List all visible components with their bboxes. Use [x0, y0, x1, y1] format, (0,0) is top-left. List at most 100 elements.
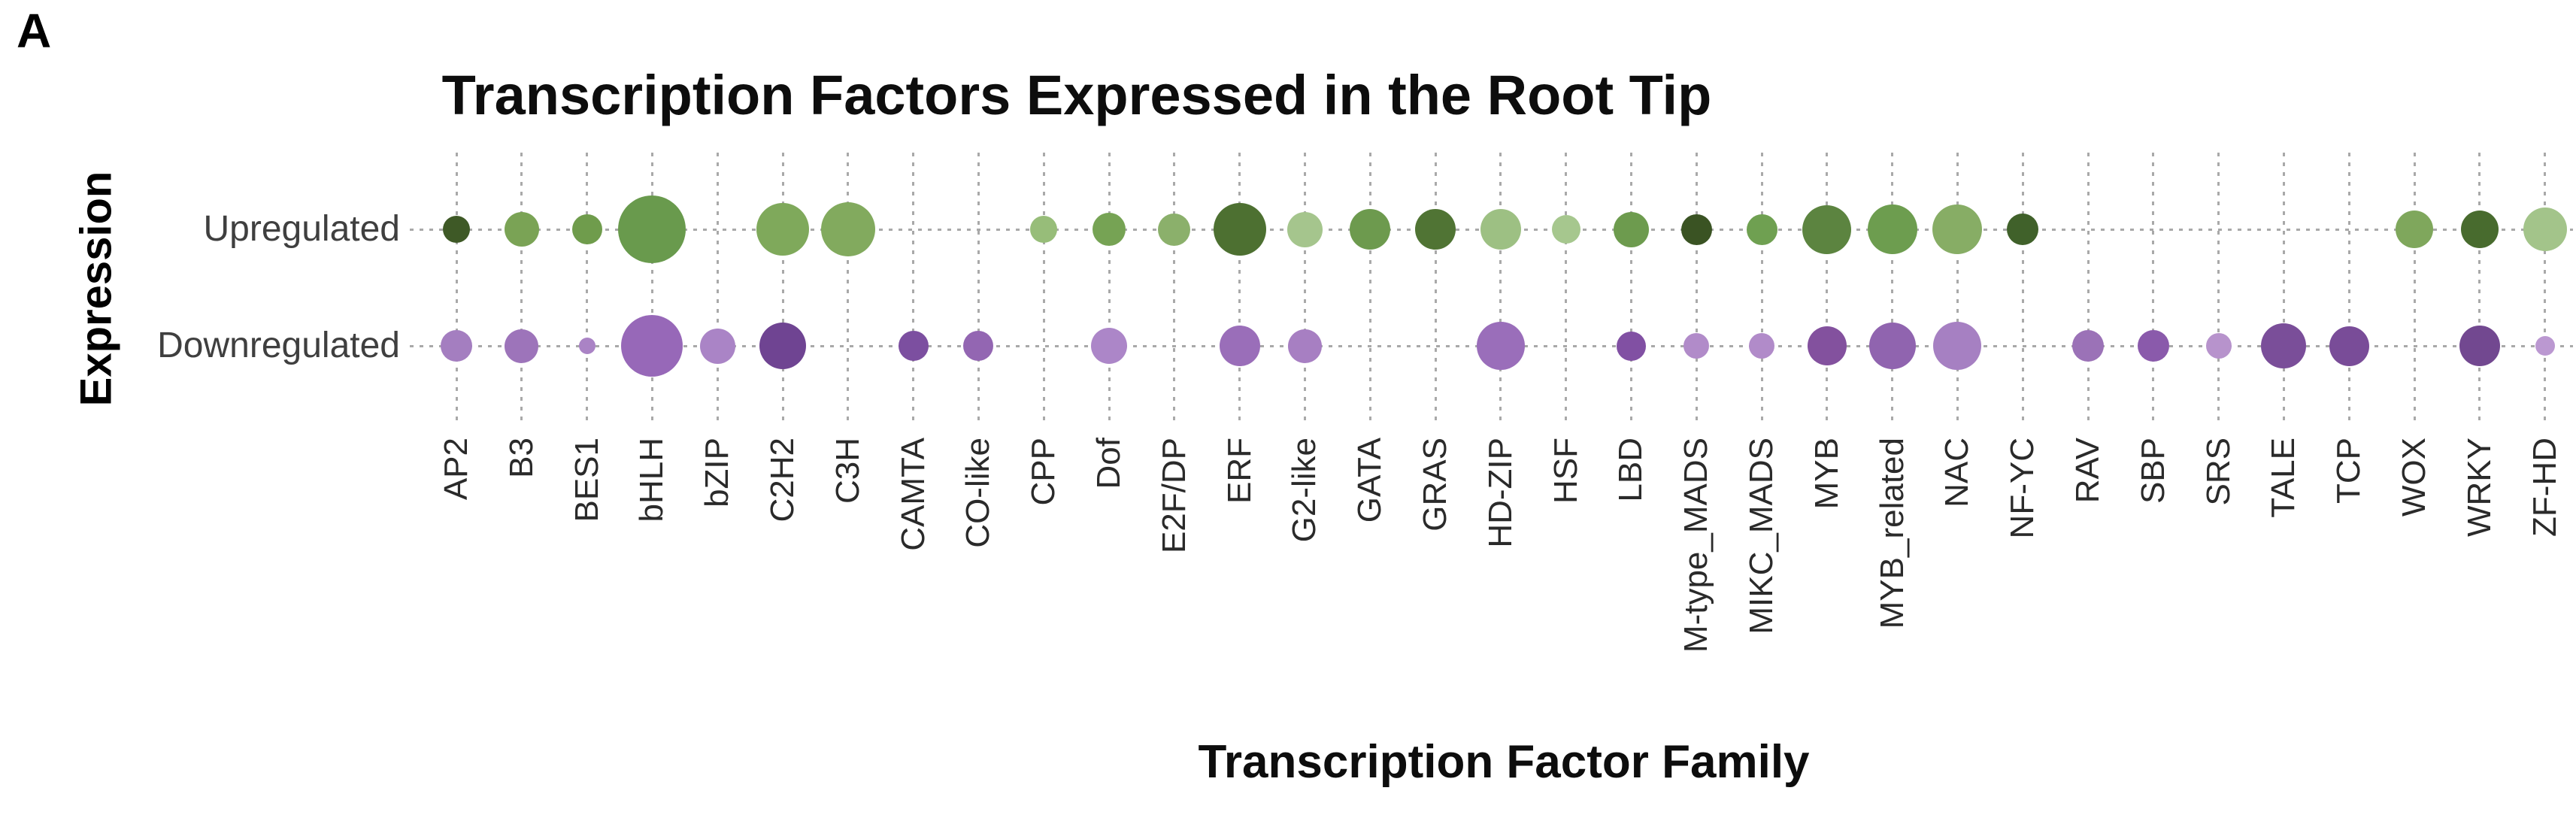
x-tick-label-C3H: C3H — [829, 438, 866, 504]
grid-line-vertical — [1042, 153, 1045, 425]
bubble-downregulated-HD-ZIP — [1476, 322, 1525, 370]
grid-line-vertical — [2347, 153, 2350, 425]
panel-label: A — [17, 4, 52, 58]
grid-line-vertical — [455, 153, 458, 425]
grid-line-vertical — [716, 153, 719, 425]
x-tick-label-HSF: HSF — [1547, 438, 1584, 504]
x-tick-label-BES1: BES1 — [568, 438, 605, 523]
grid-line-vertical — [2544, 153, 2547, 425]
bubble-downregulated-SRS — [2205, 333, 2232, 359]
bubble-upregulated-GATA — [1350, 209, 1391, 250]
bubble-downregulated-bHLH — [621, 315, 683, 377]
x-tick-label-NAC: NAC — [1938, 438, 1976, 507]
grid-line-vertical — [1629, 153, 1632, 425]
x-tick-label-SBP: SBP — [2134, 438, 2171, 504]
x-tick-label-NF-YC: NF-YC — [2004, 438, 2041, 539]
bubble-downregulated-RAV — [2072, 330, 2104, 362]
bubble-upregulated-WRKY — [2460, 211, 2499, 248]
grid-line-vertical — [650, 153, 653, 425]
x-tick-label-WRKY: WRKY — [2460, 438, 2498, 537]
grid-line-vertical — [977, 153, 980, 425]
x-tick-label-B3: B3 — [502, 438, 540, 478]
bubble-downregulated-Dof — [1091, 328, 1127, 364]
x-tick-label-GATA: GATA — [1351, 438, 1389, 523]
bubble-upregulated-NF-YC — [2007, 214, 2039, 245]
bubble-downregulated-C2H2 — [759, 323, 806, 369]
bubble-upregulated-C3H — [820, 202, 875, 256]
bubble-downregulated-TCP — [2329, 326, 2369, 366]
bubble-downregulated-AP2 — [441, 330, 472, 362]
bubble-upregulated-C2H2 — [756, 203, 809, 256]
x-tick-label-CO-like: CO-like — [959, 438, 997, 548]
grid-line-vertical — [1891, 153, 1894, 425]
bubble-upregulated-BES1 — [571, 214, 602, 244]
grid-line-vertical — [1565, 153, 1568, 425]
bubble-upregulated-E2F/DP — [1158, 213, 1191, 246]
grid-line-vertical — [2478, 153, 2481, 425]
bubble-downregulated-ERF — [1219, 326, 1260, 366]
bubble-downregulated-MYB_related — [1868, 323, 1916, 369]
bubble-upregulated-MYB — [1802, 204, 1852, 254]
bubble-downregulated-LBD — [1616, 331, 1646, 361]
grid-line-vertical — [2413, 153, 2416, 425]
x-tick-label-C2H2: C2H2 — [764, 438, 801, 523]
bubble-upregulated-Dof — [1093, 213, 1126, 246]
x-tick-label-Dof: Dof — [1090, 438, 1127, 489]
grid-line-vertical — [2217, 153, 2220, 425]
grid-line-vertical — [1760, 153, 1763, 425]
bubble-upregulated-WOX — [2396, 211, 2433, 248]
x-tick-label-TCP: TCP — [2330, 438, 2368, 504]
bubble-upregulated-AP2 — [443, 216, 470, 243]
bubble-upregulated-B3 — [504, 212, 539, 247]
bubble-downregulated-ZF-HD — [2535, 336, 2555, 356]
grid-line-vertical — [1695, 153, 1698, 425]
bubble-downregulated-SBP — [2137, 330, 2169, 362]
x-tick-label-CAMTA: CAMTA — [894, 438, 932, 551]
chart-title: Transcription Factors Expressed in the R… — [441, 64, 1712, 126]
x-tick-label-MYB_related: MYB_related — [1873, 438, 1911, 629]
bubble-upregulated-HSF — [1551, 215, 1580, 244]
grid-line-vertical — [1368, 153, 1371, 425]
bubble-upregulated-MIKC_MADS — [1746, 214, 1777, 245]
grid-line-vertical — [2282, 153, 2285, 425]
grid-line-vertical — [1434, 153, 1437, 425]
bubble-upregulated-GRAS — [1415, 209, 1456, 250]
x-tick-label-AP2: AP2 — [438, 438, 474, 501]
grid-line-vertical — [1173, 153, 1176, 425]
x-tick-label-ZF-HD: ZF-HD — [2526, 438, 2563, 537]
grid-line-vertical — [2152, 153, 2155, 425]
x-tick-label-bHLH: bHLH — [633, 438, 671, 523]
bubble-downregulated-M-type_MADS — [1683, 333, 1710, 359]
x-tick-label-MYB: MYB — [1808, 438, 1845, 510]
bubble-upregulated-ZF-HD — [2523, 208, 2567, 251]
x-axis-title: Transcription Factor Family — [1198, 736, 1810, 788]
x-tick-label-TALE: TALE — [2265, 438, 2302, 518]
grid-line-vertical — [2021, 153, 2024, 425]
x-tick-label-ERF: ERF — [1220, 438, 1258, 504]
grid-line-vertical — [1499, 153, 1502, 425]
grid-line-vertical — [1303, 153, 1306, 425]
grid-line-vertical — [2087, 153, 2090, 425]
bubble-downregulated-NAC — [1933, 322, 1982, 370]
bubble-upregulated-MYB_related — [1867, 204, 1917, 254]
bubble-downregulated-WRKY — [2459, 326, 2500, 366]
y-axis-title: Expression — [71, 171, 121, 407]
grid-line-vertical — [586, 153, 589, 425]
x-tick-label-GRAS: GRAS — [1417, 438, 1453, 532]
x-tick-label-MIKC_MADS: MIKC_MADS — [1743, 438, 1780, 635]
bubble-upregulated-ERF — [1213, 203, 1266, 256]
bubble-upregulated-HD-ZIP — [1480, 209, 1521, 250]
grid-line-vertical — [1108, 153, 1111, 425]
x-tick-label-E2F/DP: E2F/DP — [1155, 438, 1193, 554]
bubble-upregulated-M-type_MADS — [1680, 214, 1712, 245]
x-tick-label-WOX: WOX — [2396, 438, 2432, 517]
x-tick-label-RAV: RAV — [2069, 438, 2106, 504]
grid-line-vertical — [781, 153, 784, 425]
x-tick-label-M-type_MADS: M-type_MADS — [1677, 438, 1715, 653]
x-tick-label-SRS: SRS — [2199, 438, 2237, 506]
y-tick-label-upregulated: Upregulated — [203, 209, 400, 249]
y-tick-label-downregulated: Downregulated — [157, 326, 400, 365]
grid-line-vertical — [520, 153, 523, 425]
x-tick-label-G2-like: G2-like — [1286, 438, 1323, 543]
